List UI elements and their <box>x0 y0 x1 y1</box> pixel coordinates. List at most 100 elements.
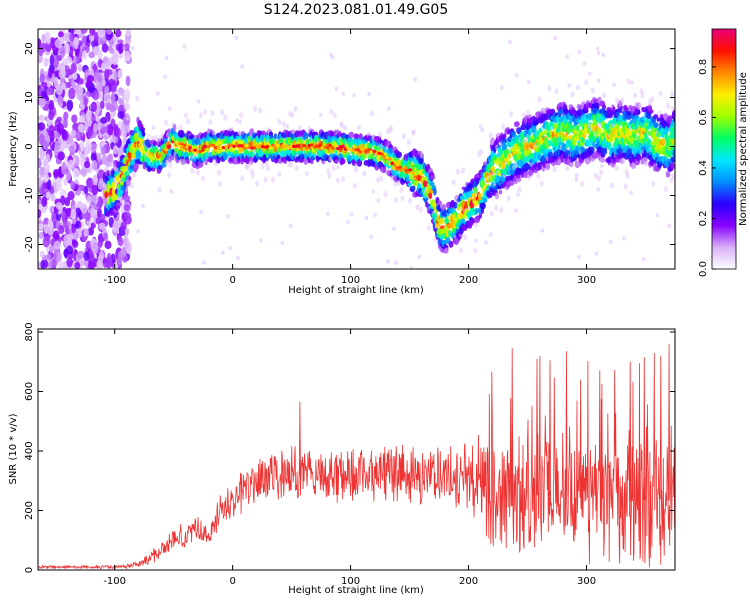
heatmap-cell <box>124 212 132 220</box>
heatmap-cell <box>182 136 188 145</box>
heatmap-cell <box>601 52 606 57</box>
heatmap-cell <box>329 52 333 58</box>
heatmap-cell <box>106 124 114 136</box>
heatmap-cell <box>103 56 109 63</box>
heatmap-cell <box>602 92 607 99</box>
heatmap-cell <box>399 187 404 194</box>
heatmap-cell <box>395 170 399 176</box>
heatmap-cell <box>362 170 367 177</box>
heatmap-cell <box>502 133 507 140</box>
heatmap-cell <box>658 90 663 97</box>
heatmap-cell <box>77 250 85 260</box>
heatmap-cell <box>71 223 77 234</box>
heatmap-cell <box>69 39 75 48</box>
snr-panel: -100 0 100 200 300 0 200 400 600 800 Height of s… <box>8 322 676 596</box>
heatmap-cell <box>90 153 97 162</box>
heatmap-cell <box>48 221 54 231</box>
heatmap-cell <box>506 129 511 135</box>
heatmap-cell <box>135 95 140 102</box>
heatmap-cell <box>463 234 468 241</box>
heatmap-cell <box>70 208 77 220</box>
heatmap-cell <box>534 117 540 122</box>
heatmap-cell <box>479 202 486 210</box>
heatmap-cell <box>79 114 86 124</box>
heatmap-cell <box>167 172 172 179</box>
heatmap-cell <box>341 91 346 96</box>
heatmap-cell <box>80 29 88 34</box>
heatmap-cell <box>600 157 606 163</box>
colorbar-label: Normalized spectral amplitude <box>738 72 749 226</box>
heatmap-cell <box>38 223 44 230</box>
heatmap-cell <box>364 215 369 221</box>
heatmap-cell <box>567 83 572 88</box>
heatmap-cell <box>418 162 425 171</box>
heatmap-cell <box>155 91 160 96</box>
heatmap-cell <box>86 195 92 204</box>
snr-y-ticks: 0 200 400 600 800 <box>24 322 675 573</box>
heatmap-cell <box>328 143 332 148</box>
heatmap-cell <box>42 141 50 150</box>
heatmap-cell <box>198 112 203 119</box>
heatmap-cell <box>411 129 416 136</box>
heatmap-cell <box>281 121 286 128</box>
heatmap-cell <box>59 46 66 58</box>
heatmap-cell <box>87 261 95 269</box>
heatmap-cell <box>89 29 96 36</box>
heatmap-cell <box>597 127 603 136</box>
heatmap-cell <box>595 46 600 51</box>
heatmap-cell <box>398 165 402 169</box>
heatmap-cell <box>40 259 46 269</box>
heatmap-cell <box>201 175 206 182</box>
heatmap-cell <box>600 163 604 169</box>
heatmap-cell <box>136 229 140 234</box>
heatmap-cell <box>406 139 411 146</box>
heatmap-cell <box>553 140 559 146</box>
heatmap-cell <box>120 129 127 138</box>
heatmap-cell <box>565 54 570 60</box>
heatmap-cell <box>671 109 675 119</box>
heatmap-cell <box>141 203 145 209</box>
heatmap-cell <box>650 109 654 114</box>
heatmap-cell <box>238 119 242 124</box>
heatmap-cell <box>56 95 64 106</box>
heatmap-cell <box>101 43 109 53</box>
heatmap-cell <box>108 105 116 113</box>
heatmap-cell <box>298 138 304 144</box>
heatmap-cell <box>117 111 125 119</box>
heatmap-cell <box>291 128 296 135</box>
heatmap-cell <box>66 245 74 255</box>
heatmap-cell <box>184 112 189 119</box>
heatmap-cell <box>364 149 369 153</box>
y-tick-label: 400 <box>24 441 35 460</box>
heatmap-cell <box>632 162 637 169</box>
heatmap-cell <box>131 46 135 51</box>
heatmap-cell <box>624 107 629 112</box>
heatmap-cell <box>294 164 299 171</box>
heatmap-cell <box>672 148 675 158</box>
heatmap-cell <box>362 152 367 160</box>
heatmap-cell <box>125 75 131 87</box>
heatmap-cell <box>614 165 619 171</box>
heatmap-cell <box>57 137 64 145</box>
heatmap-cell <box>146 133 151 140</box>
heatmap-cell <box>91 194 99 205</box>
heatmap-cell <box>48 110 55 121</box>
heatmap-cell <box>574 177 579 182</box>
heatmap-cell <box>129 182 134 189</box>
heatmap-cell <box>671 132 675 139</box>
heatmap-cell <box>97 239 103 248</box>
heatmap-cell <box>117 251 123 263</box>
heatmap-cell <box>206 145 210 149</box>
spectrogram-x-axis-label: Height of straight line (km) <box>288 285 424 296</box>
heatmap-cell <box>369 110 374 117</box>
heatmap-cell <box>630 123 636 129</box>
heatmap-cell <box>199 210 203 215</box>
heatmap-cell <box>607 156 613 164</box>
heatmap-cell <box>326 211 330 217</box>
heatmap-cell <box>91 159 98 171</box>
heatmap-cell <box>486 192 493 198</box>
heatmap-cell <box>285 124 290 129</box>
heatmap-cell <box>100 29 106 38</box>
heatmap-cell <box>42 236 51 248</box>
heatmap-cell <box>536 173 541 180</box>
